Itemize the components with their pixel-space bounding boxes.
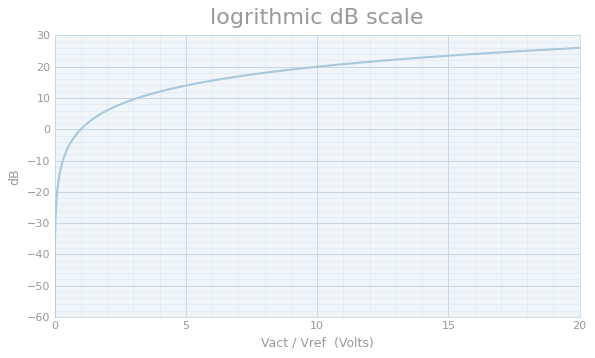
- Y-axis label: dB: dB: [8, 168, 21, 184]
- X-axis label: Vact / Vref  (Volts): Vact / Vref (Volts): [261, 337, 374, 350]
- Title: logrithmic dB scale: logrithmic dB scale: [210, 8, 424, 28]
